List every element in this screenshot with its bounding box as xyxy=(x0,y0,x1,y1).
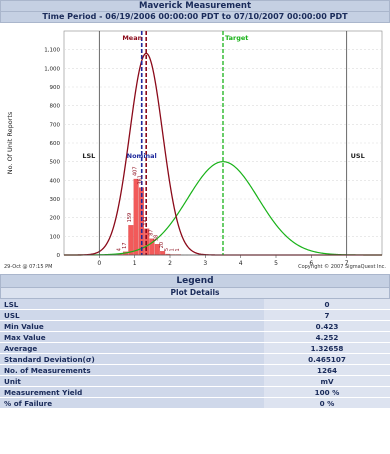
stats-table: LSL 0 USL 7 Min Value 0.423 Max Value 4.252 Aver… xyxy=(0,299,390,409)
target-label: Target xyxy=(225,34,248,42)
usl-label: USL xyxy=(351,152,365,160)
y-tick-label: 500 xyxy=(50,160,61,166)
stats-value: mV xyxy=(264,375,390,387)
y-tick-label: 800 xyxy=(50,104,61,110)
y-tick-label: 1,000 xyxy=(44,66,60,72)
lsl-label: LSL xyxy=(82,152,95,160)
stats-key: Standard Deviation(σ) xyxy=(0,353,264,365)
legend: Legend Plot Details LSL 0 USL 7 Min Value 0.4… xyxy=(0,274,390,409)
bar-value-label: 159 xyxy=(127,213,133,223)
stats-row: % of Failure 0 % xyxy=(0,397,390,409)
nominal-label: Nominal xyxy=(127,152,157,160)
stats-key: LSL xyxy=(0,299,264,310)
y-tick-label: 300 xyxy=(50,197,61,203)
y-tick-label: 200 xyxy=(50,216,61,222)
stats-row: USL 7 xyxy=(0,309,390,321)
bar-value-label: 87 xyxy=(148,229,154,235)
stats-row: Unit mV xyxy=(0,375,390,387)
target-distribution-curve xyxy=(64,161,382,256)
x-tick-label: 4 xyxy=(239,260,243,267)
stats-key: USL xyxy=(0,309,264,321)
bar-value-label: 17 xyxy=(122,242,128,248)
stats-key: Measurement Yield xyxy=(0,386,264,398)
copyright: Copyright © 2007 SigmaQuest Inc. xyxy=(298,264,386,270)
y-tick-label: 700 xyxy=(50,122,61,128)
bar-value-label: 361 xyxy=(138,175,144,185)
histogram-bar xyxy=(133,178,139,256)
stats-value: 0 xyxy=(264,299,390,310)
bar-value-label: 4 xyxy=(117,248,123,251)
x-tick-label: 1 xyxy=(133,260,137,267)
y-tick-label: 400 xyxy=(50,178,61,184)
stats-value: 0 % xyxy=(264,397,390,409)
stats-value: 0.465107 xyxy=(264,353,390,365)
title-bar: Maverick Measurement xyxy=(0,0,390,12)
y-tick-label: 1,100 xyxy=(44,48,60,54)
x-tick-label: 7 xyxy=(345,260,349,267)
stats-row: Min Value 0.423 xyxy=(0,320,390,332)
stats-row: LSL 0 xyxy=(0,299,390,310)
x-tick-label: 5 xyxy=(274,260,278,267)
stats-row: No. of Measurements 1264 xyxy=(0,364,390,376)
stats-key: Max Value xyxy=(0,331,264,343)
stats-key: Min Value xyxy=(0,320,264,332)
bar-value-label: 1 xyxy=(170,248,176,251)
stats-value: 4.252 xyxy=(264,331,390,343)
stats-key: Average xyxy=(0,342,264,354)
legend-title: Legend xyxy=(0,274,390,288)
bar-value-label: 58 xyxy=(154,235,160,241)
bar-value-label: 407 xyxy=(132,166,138,176)
stats-key: Unit xyxy=(0,375,264,387)
stats-value: 7 xyxy=(264,309,390,321)
bar-value-label: 20 xyxy=(159,242,165,248)
mean-label: Mean xyxy=(122,34,142,42)
legend-subtitle: Plot Details xyxy=(0,288,390,299)
stats-row: Average 1.32658 xyxy=(0,342,390,354)
stats-row: Standard Deviation(σ) 0.465107 xyxy=(0,353,390,365)
x-tick-label: 6 xyxy=(309,260,313,267)
bar-value-label: 141 xyxy=(143,216,149,226)
y-tick-label: 0 xyxy=(57,253,61,259)
timestamp: 29-Oct @ 07:15 PM xyxy=(4,264,53,270)
stats-row: Max Value 4.252 xyxy=(0,331,390,343)
y-tick-label: 100 xyxy=(50,234,61,240)
stats-value: 100 % xyxy=(264,386,390,398)
capability-chart: 0 100 200 300 400 500 600 700 800 900 1,000 1,100 0 1… xyxy=(6,30,383,267)
x-tick-label: 2 xyxy=(168,260,172,267)
stats-value: 1264 xyxy=(264,364,390,376)
y-tick-label: 900 xyxy=(50,85,61,91)
plot-area: 0 100 200 300 400 500 600 700 800 900 1,000 1,100 0 1… xyxy=(0,23,390,274)
y-axis-label: No. Of Unit Reports xyxy=(6,111,14,174)
x-tick-label: 0 xyxy=(97,260,101,267)
stats-key: No. of Measurements xyxy=(0,364,264,376)
bar-value-label: 5 xyxy=(164,248,170,251)
bar-value-label: 1 xyxy=(175,248,181,251)
stats-row: Measurement Yield 100 % xyxy=(0,386,390,398)
x-tick-label: 3 xyxy=(203,260,207,267)
time-period-bar: Time Period - 06/19/2006 00:00:00 PDT to… xyxy=(0,12,390,23)
stats-key: % of Failure xyxy=(0,397,264,409)
y-tick-label: 600 xyxy=(50,141,61,147)
stats-value: 1.32658 xyxy=(264,342,390,354)
histogram-bar xyxy=(128,225,134,256)
stats-value: 0.423 xyxy=(264,320,390,332)
